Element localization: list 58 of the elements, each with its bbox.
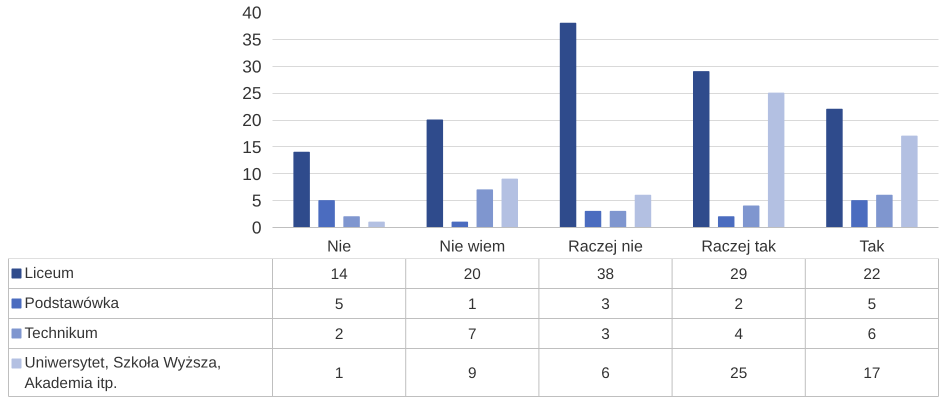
bar: [610, 210, 626, 228]
bar: [426, 120, 444, 228]
data-label: 4: [734, 326, 744, 343]
legend-label: Liceum: [24, 265, 74, 282]
x-tick-label: Raczej tak: [701, 238, 778, 256]
data-label: 5: [868, 296, 876, 313]
data-label: 6: [868, 326, 876, 343]
y-tick-label: 0: [252, 218, 262, 238]
data-label: 2: [734, 296, 743, 313]
y-tick-label: 15: [242, 136, 262, 157]
bar: [692, 71, 710, 228]
y-tick-label: 25: [242, 83, 262, 104]
bar: [768, 92, 784, 228]
legend-label: Technikum: [24, 325, 98, 342]
x-tick-label: Nie: [327, 238, 352, 256]
data-label: 22: [863, 266, 880, 283]
bar: [851, 200, 868, 228]
data-label: 20: [464, 266, 481, 283]
bar: [318, 200, 335, 228]
data-label: 6: [601, 365, 610, 382]
data-label: 38: [596, 266, 614, 283]
data-label: 3: [601, 296, 610, 313]
y-tick-label: 35: [242, 29, 262, 50]
x-tick-label: Raczej nie: [568, 238, 643, 256]
y-tick-label: 30: [242, 56, 262, 76]
data-label: 7: [468, 326, 477, 343]
x-tick-label: Tak: [859, 238, 886, 256]
bar: [876, 194, 893, 228]
bar: [584, 210, 602, 228]
bar: [343, 216, 360, 228]
bar: [742, 206, 760, 228]
y-tick-label: 5: [252, 190, 262, 211]
bar: [293, 152, 310, 228]
bar: [718, 216, 734, 228]
y-tick-label: 40: [242, 2, 262, 22]
data-label: 1: [468, 296, 477, 313]
bar: [368, 222, 385, 228]
x-tick-label: Nie wiem: [439, 238, 506, 256]
data-label: 14: [330, 266, 348, 283]
data-label: 1: [334, 365, 344, 382]
data-label: 2: [334, 326, 344, 343]
bar: [634, 194, 652, 228]
data-label: 29: [730, 266, 748, 283]
bar: [476, 189, 494, 228]
y-tick-label: 20: [242, 110, 262, 130]
data-label: 25: [730, 365, 748, 382]
bar: [901, 136, 918, 228]
legend-label: Uniwersytet, Szkoła Wyższa, Akademia itp.: [24, 354, 222, 392]
data-label: 3: [601, 326, 610, 343]
bar: [502, 178, 518, 228]
y-tick-label: 10: [242, 164, 262, 184]
data-label: 9: [468, 365, 477, 382]
data-label: 17: [863, 365, 880, 382]
legend-label: Podstawówka: [24, 295, 120, 312]
data-label: 5: [334, 296, 344, 313]
bar: [826, 108, 843, 228]
bar: [560, 22, 576, 228]
bar: [452, 222, 468, 228]
